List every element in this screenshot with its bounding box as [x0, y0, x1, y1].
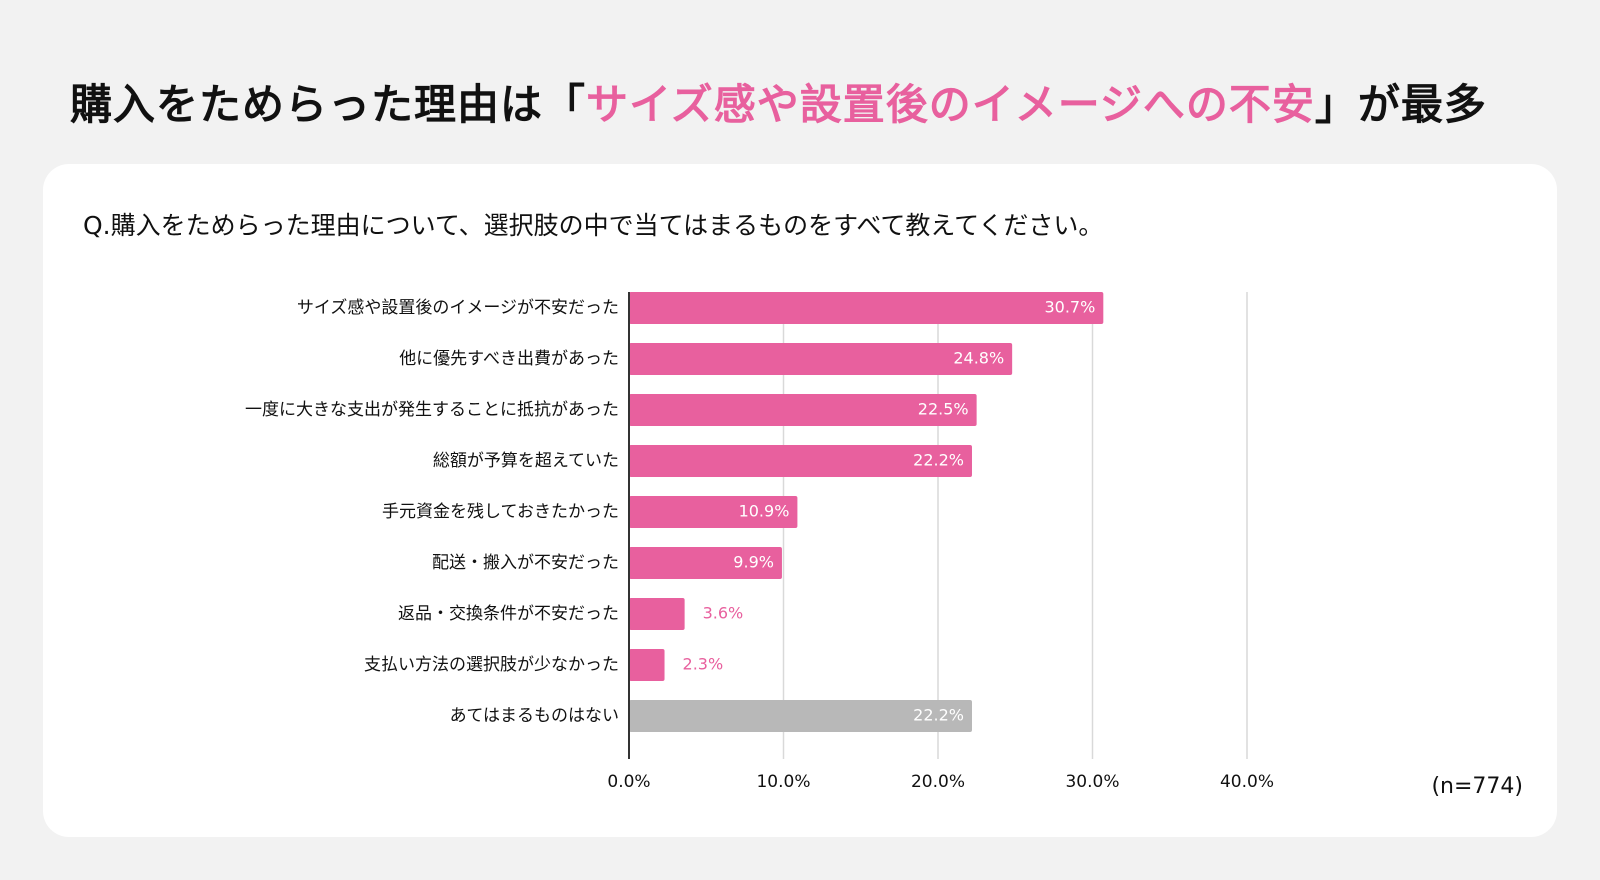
data-label: 30.7% [1044, 298, 1095, 317]
data-label: 22.2% [913, 706, 964, 725]
headline-suffix: 」が最多 [1314, 80, 1487, 129]
headline-prefix: 購入をためらった理由は「 [70, 80, 587, 129]
bar [629, 700, 972, 732]
data-label: 3.6% [703, 604, 744, 623]
data-label: 24.8% [953, 349, 1004, 368]
bar [629, 649, 665, 681]
data-label: 22.5% [918, 400, 969, 419]
bar [629, 598, 685, 630]
bar [629, 445, 972, 477]
bar [629, 343, 1013, 375]
bar [629, 394, 977, 426]
survey-question: Q.購入をためらった理由について、選択肢の中で当てはまるものをすべて教えてくださ… [83, 211, 1104, 240]
data-label: 2.3% [683, 655, 724, 674]
sample-size-label: (n=774) [1431, 774, 1523, 799]
data-label: 22.2% [913, 451, 964, 470]
x-tick-label: 40.0% [1220, 772, 1274, 792]
category-label: 支払い方法の選択肢が少なかった [364, 655, 619, 675]
chart-card: Q.購入をためらった理由について、選択肢の中で当てはまるものをすべて教えてくださ… [43, 164, 1557, 837]
bar [629, 547, 782, 579]
category-label: 総額が予算を超えていた [433, 451, 619, 471]
bar [629, 496, 798, 528]
bar [629, 292, 1104, 324]
category-label: 手元資金を残しておきたかった [382, 502, 619, 522]
data-label: 9.9% [733, 553, 774, 572]
bar-chart: サイズ感や設置後のイメージが不安だった 30.7% 他に優先すべき出費があった 24.… [245, 292, 1274, 792]
category-label: あてはまるものはない [450, 706, 619, 726]
x-tick-label: 0.0% [607, 772, 650, 792]
data-label: 10.9% [739, 502, 790, 521]
category-label: 一度に大きな支出が発生することに抵抗があった [245, 400, 619, 420]
category-label: サイズ感や設置後のイメージが不安だった [297, 298, 619, 318]
x-tick-label: 20.0% [911, 772, 965, 792]
category-label: 他に優先すべき出費があった [399, 349, 619, 369]
headline-highlight: サイズ感や設置後のイメージへの不安 [586, 80, 1315, 129]
page-headline: 購入をためらった理由は「サイズ感や設置後のイメージへの不安」が最多 [70, 80, 1487, 130]
category-label: 配送・搬入が不安だった [432, 553, 619, 573]
category-label: 返品・交換条件が不安だった [398, 604, 619, 624]
x-tick-label: 10.0% [756, 772, 810, 792]
x-tick-label: 30.0% [1065, 772, 1119, 792]
